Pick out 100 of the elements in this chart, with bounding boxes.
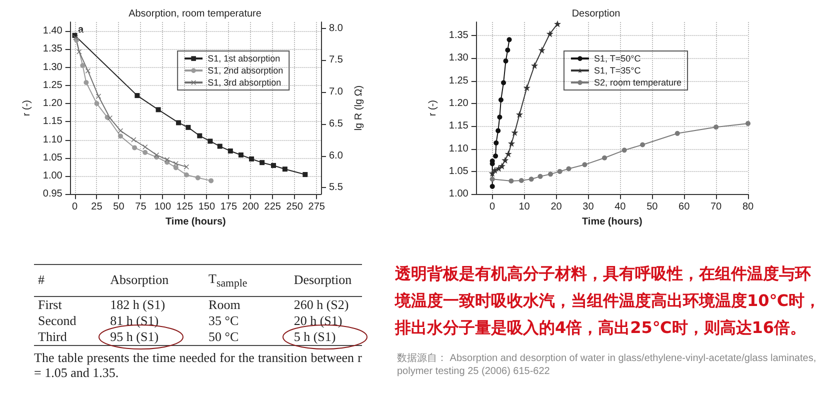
point: [493, 154, 498, 159]
y-axis-title: r (-): [428, 100, 438, 116]
point: [176, 120, 182, 126]
point: [538, 46, 546, 54]
point: [511, 129, 518, 136]
text: First: [38, 296, 62, 312]
point: [538, 174, 543, 179]
point: [518, 178, 524, 184]
point: [557, 168, 562, 174]
point: [186, 124, 191, 130]
text: Third: [38, 328, 67, 344]
point: [107, 116, 112, 121]
point: [714, 124, 719, 130]
point: [173, 161, 178, 166]
point: [746, 120, 750, 126]
point: [516, 110, 524, 118]
x-tick-label: 100: [154, 202, 172, 213]
text: 182 h (S1): [110, 296, 166, 312]
y-tick-label: 1.40: [42, 26, 63, 37]
legend-label: S1, 3rd absorption: [208, 78, 282, 88]
legend-label: S1, T=35°C: [594, 66, 642, 76]
text: The table presents the time needed for the transition between r = 1.05 and 1.35.: [34, 350, 362, 380]
y-tick-label: 1.05: [448, 166, 469, 177]
x-axis-title: Time (hours): [582, 216, 642, 228]
point: [490, 184, 495, 189]
point: [622, 148, 627, 153]
text: 数据源自： Absorption and desorption of water in glass/ethylene-vinyl-acetate/glass laminates, polymer testing 25 (2006) 615-622: [397, 352, 817, 378]
point: [94, 101, 100, 106]
point: [640, 142, 646, 148]
x-tick-label: 200: [242, 202, 260, 213]
x-tick-label: 250: [286, 202, 304, 213]
y-tick-label: 1.10: [42, 134, 63, 146]
point: [80, 62, 86, 68]
chart-title: Desorption: [572, 8, 620, 20]
point: [208, 178, 214, 184]
point: [134, 93, 140, 98]
text: 20 h (S1): [294, 312, 342, 328]
text: 95 h (S1): [110, 328, 159, 344]
y-tick-label: 1.15: [448, 120, 469, 132]
point: [602, 155, 608, 160]
y-tick-label: 1.15: [42, 116, 63, 128]
point: [528, 176, 534, 182]
y-tick-label: 1.00: [42, 170, 63, 182]
y2-tick-label: 6.5: [329, 118, 344, 130]
legend-label: S2, room temperature: [594, 78, 682, 88]
point: [498, 97, 504, 102]
point: [554, 20, 562, 28]
legend-label: S1, 1st absorption: [208, 54, 280, 64]
point: [674, 130, 680, 136]
text: 260 h (S2): [294, 296, 349, 312]
text: 5 h (S1): [294, 328, 336, 344]
text: T$_{sample}$: [208, 270, 248, 292]
legend-label: S1, T=50°C: [594, 54, 642, 64]
point: [302, 172, 308, 178]
x-tick-label: 125: [176, 202, 194, 213]
point: [503, 58, 508, 64]
x-tick-label: 10: [518, 202, 530, 213]
text: Room: [208, 296, 240, 312]
text: 50 °C: [208, 328, 239, 344]
point: [118, 134, 123, 139]
x-tick-label: 40: [614, 202, 626, 213]
point: [506, 37, 512, 42]
point: [490, 176, 495, 182]
x-tick-label: 225: [264, 202, 282, 213]
point: [497, 114, 502, 120]
point: [548, 172, 554, 177]
point: [502, 156, 509, 164]
x-tick-label: 80: [742, 202, 754, 213]
point: [494, 140, 499, 146]
x-tick-label: 30: [582, 202, 594, 213]
point: [164, 157, 170, 162]
x-axis-title: Time (hours): [165, 216, 226, 228]
x-tick-label: 75: [135, 202, 147, 213]
point: [156, 107, 161, 112]
x-tick-label: 0: [490, 202, 496, 213]
point: [184, 164, 189, 170]
point: [505, 48, 510, 53]
y2-tick-label: 5.5: [329, 182, 344, 194]
y-tick-label: 1.20: [42, 98, 63, 110]
point: [566, 166, 572, 172]
point: [491, 166, 498, 174]
legend-label: S1, 2nd absorption: [208, 66, 284, 76]
point: [118, 128, 123, 134]
x-tick-label: 50: [113, 202, 125, 213]
text: 透明背板是有机高分子材料，具有呼吸性，在组件温度与环境温度一致时吸收水汽，当组件温度高出环境温度10℃时，排出水分子量是吸入的4倍，高出25℃时，则高达16倍。: [395, 263, 822, 339]
point: [523, 84, 530, 92]
y-tick-label: 1.20: [448, 98, 469, 110]
point: [142, 150, 148, 155]
y2-axis-title: lg R (lg Ω): [353, 85, 364, 131]
point: [504, 150, 512, 158]
point: [582, 162, 588, 168]
text: Absorption: [109, 271, 170, 290]
text: 81 h (S1): [110, 312, 159, 328]
y-tick-label: 1.35: [448, 30, 469, 42]
point: [238, 152, 244, 158]
y-tick-label: 1.30: [448, 52, 469, 64]
y2-tick-label: 7.5: [329, 54, 344, 66]
point: [84, 80, 89, 86]
point: [531, 62, 538, 69]
point: [173, 165, 178, 170]
